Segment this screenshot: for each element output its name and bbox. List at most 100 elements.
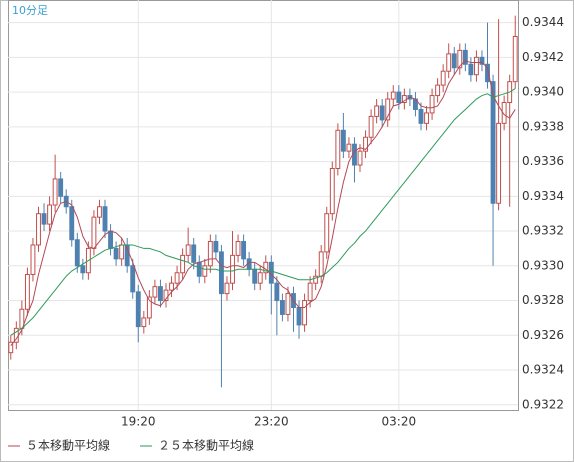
candle-body <box>91 216 97 249</box>
y-tick-label: 0.9332 <box>522 224 564 238</box>
y-tick-label: 0.9340 <box>522 85 564 99</box>
candle-body <box>230 254 235 284</box>
candle-body <box>363 136 368 152</box>
candle-body <box>174 272 180 284</box>
candle-body <box>218 251 224 295</box>
candle-body <box>296 307 302 326</box>
candle-body <box>235 240 241 256</box>
y-tick-label: 0.9338 <box>522 119 564 133</box>
candle-body <box>135 291 141 328</box>
candle-body <box>74 239 80 267</box>
candle-body <box>307 282 313 302</box>
candle-body <box>213 240 219 253</box>
candle-body <box>479 56 485 65</box>
moving-average-line <box>10 88 516 336</box>
candle-body <box>357 150 363 166</box>
candle-body <box>224 282 230 295</box>
moving-average-line <box>10 60 516 347</box>
candle-body <box>457 49 463 69</box>
legend-label: ２５本移動平均線 <box>158 438 254 453</box>
candle-body <box>191 244 197 263</box>
legend-label: ５本移動平均線 <box>26 438 110 453</box>
candle-body <box>80 265 86 274</box>
candle-body <box>346 143 352 152</box>
candle-body <box>41 213 47 225</box>
candle-body <box>335 129 341 170</box>
candle-body <box>429 95 435 114</box>
candle-body <box>113 247 119 260</box>
x-tick-label: 19:20 <box>121 415 156 429</box>
candle-body <box>202 265 208 277</box>
candle-body <box>36 213 41 246</box>
candle-body <box>396 91 402 103</box>
candle-body <box>385 98 391 121</box>
candle-body <box>329 168 335 215</box>
candle-body <box>424 112 429 124</box>
candle-body <box>130 265 136 293</box>
candle-body <box>152 286 158 298</box>
candle-body <box>340 129 346 152</box>
candle-body <box>374 105 380 117</box>
y-tick-label: 0.9344 <box>522 15 564 29</box>
plot-area <box>8 0 519 411</box>
candle-body <box>108 230 113 249</box>
y-tick-label: 0.9326 <box>522 328 564 342</box>
candle-body <box>180 254 186 274</box>
y-tick-label: 0.9336 <box>522 154 564 168</box>
candle-body <box>30 244 36 275</box>
candle-body <box>241 240 247 260</box>
candle-body <box>274 282 280 302</box>
candle-body <box>501 102 507 124</box>
y-tick-label: 0.9330 <box>522 258 564 272</box>
candle-body <box>102 206 108 232</box>
y-tick-label: 0.9322 <box>522 397 564 411</box>
chart-title: 10分足 <box>12 4 48 17</box>
x-tick-label: 23:20 <box>254 415 289 429</box>
candle-body <box>318 251 324 277</box>
candle-body <box>8 341 14 354</box>
candle-body <box>252 268 258 284</box>
candle-body <box>146 296 152 319</box>
candle-body <box>451 53 457 69</box>
x-tick-label: 03:20 <box>382 415 417 429</box>
candle-body <box>490 81 496 204</box>
y-tick-label: 0.9334 <box>522 189 564 203</box>
candle-body <box>207 240 213 267</box>
candle-body <box>158 286 163 302</box>
candle-body <box>390 91 396 100</box>
candle-body <box>435 84 441 97</box>
y-tick-label: 0.9324 <box>522 363 564 377</box>
candle-body <box>279 300 285 315</box>
y-tick-label: 0.9342 <box>522 50 564 64</box>
candle-body <box>468 63 474 76</box>
candle-body <box>302 300 308 326</box>
candle-body <box>119 244 125 260</box>
candle-body <box>185 244 191 256</box>
candle-body <box>169 282 174 291</box>
candle-body <box>257 272 263 284</box>
candle-body <box>440 70 446 86</box>
candle-body <box>47 204 53 225</box>
candle-body <box>462 49 468 65</box>
candle-body <box>313 275 319 284</box>
candle-body <box>379 105 385 121</box>
candle-body <box>97 206 102 218</box>
y-tick-label: 0.9328 <box>522 293 564 307</box>
candle-body <box>163 289 169 302</box>
candle-body <box>69 206 75 241</box>
candle-body <box>24 273 30 310</box>
candle-body <box>324 213 330 253</box>
candle-body <box>141 317 147 328</box>
candle-body <box>285 293 291 315</box>
candle-body <box>196 261 202 277</box>
candle-body <box>485 63 490 83</box>
candle-body <box>52 178 58 206</box>
candle-body <box>58 178 64 197</box>
candle-body <box>446 53 452 72</box>
candle-body <box>473 56 479 76</box>
candle-body <box>496 122 502 204</box>
candle-body <box>512 35 518 83</box>
candle-body <box>418 108 424 124</box>
candle-body <box>368 115 374 138</box>
